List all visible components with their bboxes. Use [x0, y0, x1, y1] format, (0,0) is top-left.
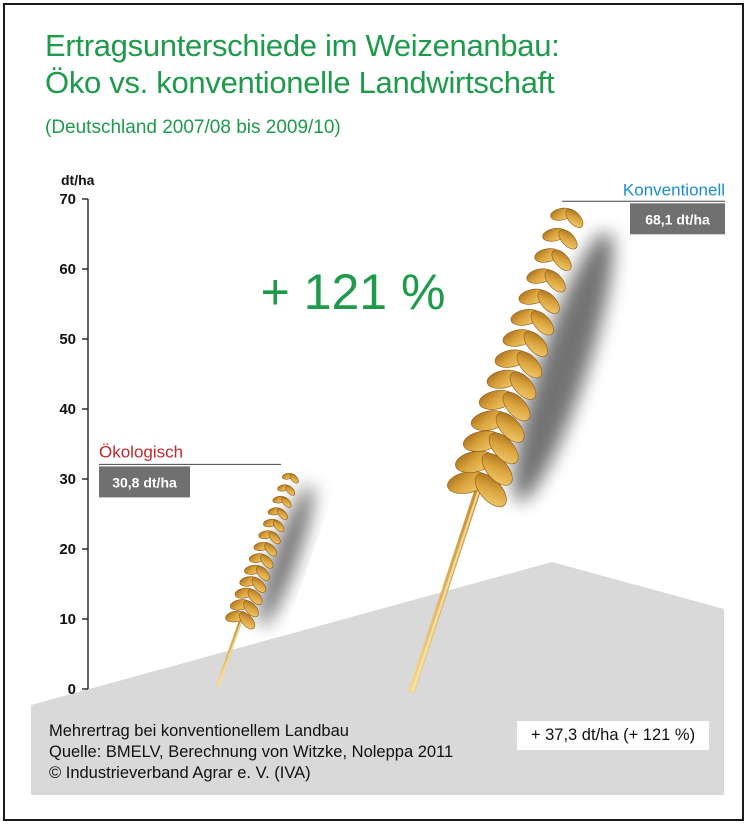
- value-box-konventionell: [630, 203, 725, 235]
- wheat-kernel: [530, 310, 554, 336]
- footer-copyright: © Industrieverband Agrar e. V. (IVA): [49, 764, 311, 782]
- y-tick-label-60: 60: [59, 261, 76, 278]
- wheat-kernel: [565, 208, 584, 228]
- wheat-kernel: [239, 611, 256, 630]
- footer-notes: Mehrertrag bei konventionellem Landbau Q…: [49, 721, 453, 784]
- wheat-kernel: [488, 432, 519, 465]
- wheat-kernel: [264, 542, 277, 557]
- wheat-kernel: [277, 508, 288, 520]
- wheat-kernel: [285, 485, 296, 496]
- chart-svg: dt/ha 0 10 20 30 40 50 60 70 Ökologisch 30,8 dt…: [31, 172, 725, 795]
- wheat-kernel: [289, 473, 299, 484]
- wheat-kernel: [243, 600, 259, 618]
- wheat-kernel: [516, 351, 543, 379]
- footer-source: Quelle: BMELV, Berechnung von Witzke, No…: [49, 743, 454, 761]
- value-label-konventionell: 68,1 dt/ha: [645, 211, 710, 227]
- wheat-ear-konventionell: [408, 207, 614, 694]
- label-konventionell: Konventionell: [623, 180, 725, 199]
- wheat-kernel: [551, 249, 572, 271]
- title-line-2: Öko vs. konventionelle Landwirtschaft: [45, 65, 555, 100]
- chart-frame: Ertragsunterschiede im Weizenanbau: Öko …: [3, 3, 744, 821]
- wheat-kernel: [255, 565, 270, 581]
- difference-annotation: + 121 %: [261, 264, 446, 320]
- y-ticks: 0 10 20 30 40 50 60 70: [59, 191, 88, 698]
- wheat-stalk-highlight: [218, 612, 245, 686]
- wheat-kernel: [260, 554, 274, 569]
- wheat-kernel: [537, 290, 560, 314]
- wheat-stalk: [216, 611, 246, 687]
- wheat-kernel: [502, 391, 531, 422]
- wheat-shadow: [258, 484, 314, 627]
- y-tick-label-40: 40: [59, 401, 76, 418]
- wheat-kernel: [495, 412, 525, 443]
- value-label-oekologisch: 30,8 dt/ha: [112, 474, 177, 490]
- y-tick-label-20: 20: [59, 541, 76, 558]
- wheat-kernel: [251, 577, 267, 593]
- chart-subtitle: (Deutschland 2007/08 bis 2009/10): [45, 117, 341, 138]
- y-tick-label-10: 10: [59, 611, 76, 628]
- difference-box: + 37,3 dt/ha (+ 121 %): [517, 721, 709, 750]
- wheat-kernel: [544, 269, 566, 293]
- wheat-kernel: [281, 496, 292, 508]
- chart-title: Ertragsunterschiede im Weizenanbau: Öko …: [45, 27, 560, 101]
- y-tick-label-0: 0: [68, 681, 76, 698]
- wheat-kernel: [558, 229, 578, 250]
- wheat-shadow: [513, 231, 614, 502]
- wheat-kernel: [481, 452, 513, 486]
- y-tick-label-50: 50: [59, 331, 76, 348]
- y-axis-label: dt/ha: [61, 172, 95, 188]
- title-line-1: Ertragsunterschiede im Weizenanbau:: [45, 28, 560, 63]
- wheat-kernel: [523, 330, 548, 357]
- wheat-kernel: [509, 371, 537, 400]
- wheat-ear-oekologisch: [216, 472, 314, 687]
- footer-line-1: Mehrertrag bei konventionellem Landbau: [49, 722, 349, 740]
- wheat-kernel: [268, 531, 281, 545]
- wheat-kernel: [272, 519, 285, 533]
- y-tick-label-70: 70: [59, 191, 76, 208]
- label-oekologisch: Ökologisch: [99, 442, 183, 461]
- value-box-oekologisch: [99, 466, 190, 498]
- wheat-kernel: [247, 588, 263, 606]
- y-tick-label-30: 30: [59, 471, 76, 488]
- wheat-stalk-highlight: [411, 479, 484, 692]
